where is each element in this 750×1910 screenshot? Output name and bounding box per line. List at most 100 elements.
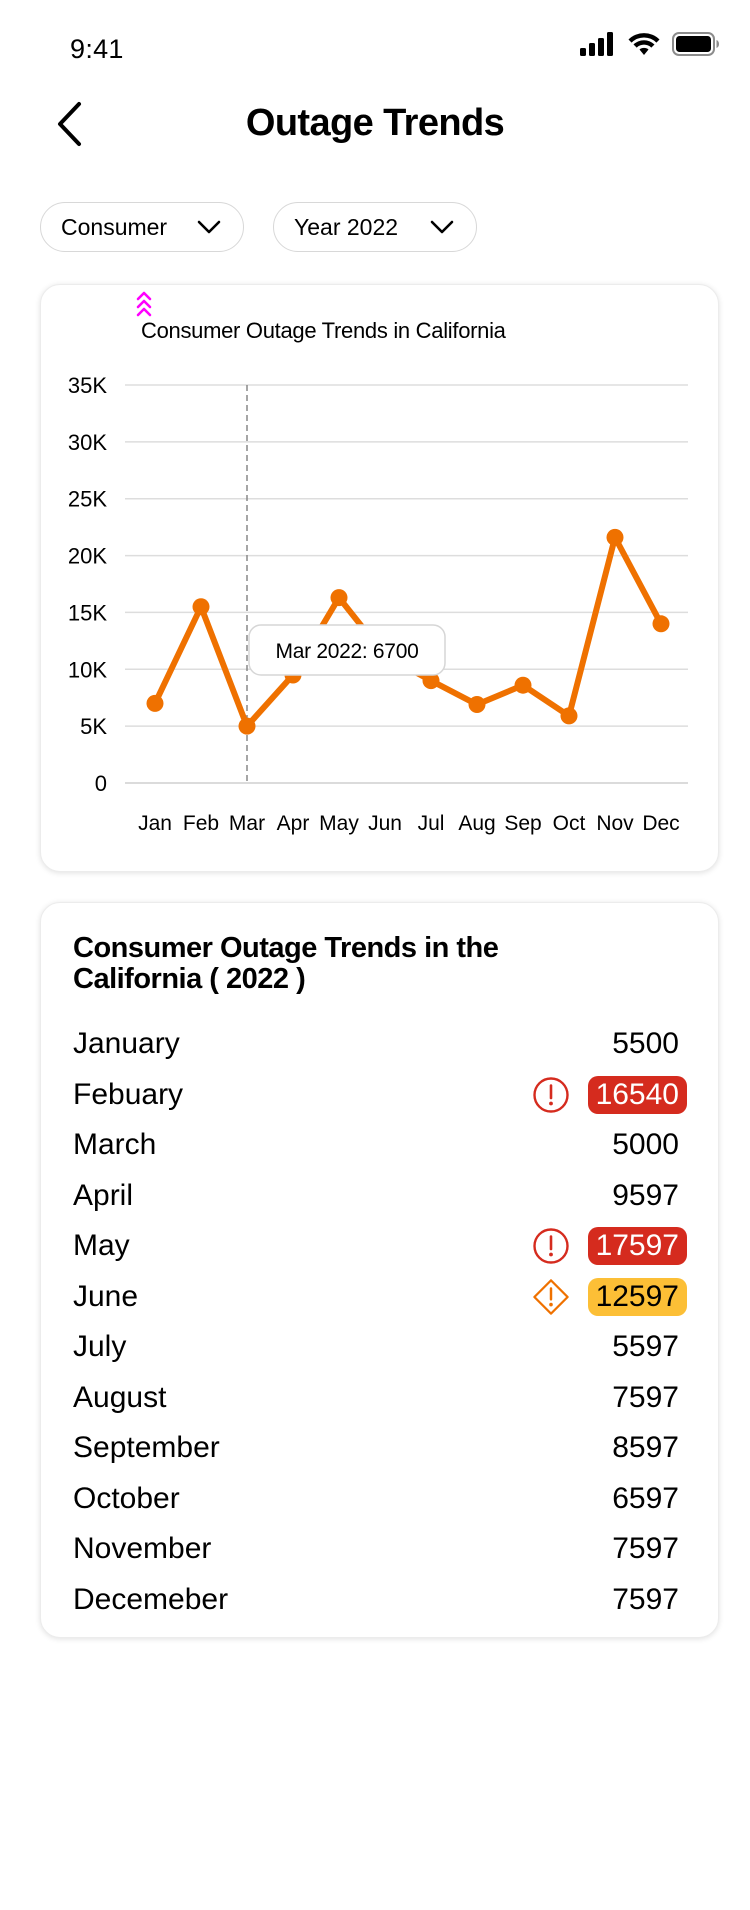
wifi-icon bbox=[628, 33, 660, 55]
data-point bbox=[468, 696, 486, 714]
row-value-group: 9597 bbox=[604, 1177, 687, 1215]
x-tick-label: Mar bbox=[229, 812, 265, 835]
status-icons bbox=[580, 32, 720, 56]
month-label: June bbox=[73, 1279, 139, 1313]
table-row[interactable]: July 5597 bbox=[73, 1322, 687, 1373]
tooltip-box bbox=[248, 624, 446, 676]
table-row[interactable]: November 7597 bbox=[73, 1524, 687, 1575]
table-row[interactable]: April 9597 bbox=[73, 1171, 687, 1222]
y-tick-label: 20K bbox=[68, 544, 107, 569]
data-point bbox=[238, 717, 256, 735]
table-title: Consumer Outage Trends in the California… bbox=[73, 932, 499, 995]
x-tick-label: Sep bbox=[504, 812, 541, 835]
x-tick-label: Dec bbox=[642, 812, 679, 835]
page-title: Outage Trends bbox=[245, 102, 505, 144]
tooltip-text: Mar 2022: 6700 bbox=[276, 640, 419, 663]
x-tick-label: Feb bbox=[183, 812, 219, 835]
month-label: August bbox=[73, 1380, 167, 1414]
chevron-left-icon bbox=[58, 102, 81, 146]
y-tick-label: 30K bbox=[68, 430, 107, 455]
data-point bbox=[652, 615, 670, 633]
year-label: Year 2022 bbox=[294, 213, 399, 240]
x-tick-label: Oct bbox=[553, 812, 586, 835]
data-point bbox=[422, 672, 440, 690]
chart-title: Consumer Outage Trends in California bbox=[141, 318, 507, 343]
outage-value: 7597 bbox=[612, 1582, 679, 1616]
outage-table-card: Consumer Outage Trends in the California… bbox=[40, 902, 719, 1638]
outage-value: 5597 bbox=[612, 1330, 679, 1364]
outage-value: 6597 bbox=[612, 1481, 679, 1515]
row-value-group: 12597 bbox=[532, 1277, 687, 1316]
row-value-group: 5597 bbox=[604, 1328, 687, 1366]
error-icon bbox=[532, 1227, 570, 1265]
chevron-down-icon bbox=[197, 220, 221, 234]
x-tick-label: Jul bbox=[418, 812, 445, 835]
data-point bbox=[560, 707, 578, 725]
month-label: July bbox=[73, 1330, 127, 1364]
table-row[interactable]: June 12597 bbox=[73, 1272, 687, 1323]
y-tick-label: 35K bbox=[68, 373, 107, 398]
table-row[interactable]: January 5500 bbox=[73, 1019, 687, 1070]
table-row[interactable]: May 17597 bbox=[73, 1221, 687, 1272]
month-label: October bbox=[73, 1481, 180, 1515]
row-value-group: 5000 bbox=[604, 1126, 687, 1164]
status-time: 9:41 bbox=[70, 34, 124, 64]
table-row[interactable]: March 5000 bbox=[73, 1120, 687, 1171]
y-tick-label: 5K bbox=[80, 714, 107, 739]
x-tick-label: Apr bbox=[277, 812, 310, 835]
outage-value: 16540 bbox=[587, 1075, 687, 1114]
error-icon bbox=[532, 1076, 570, 1114]
table-row[interactable]: September 8597 bbox=[73, 1423, 687, 1474]
row-value-group: 7597 bbox=[604, 1379, 687, 1417]
month-label: May bbox=[73, 1229, 130, 1263]
battery-icon bbox=[672, 32, 719, 56]
month-label: January bbox=[73, 1027, 180, 1061]
x-tick-label: Jan bbox=[138, 812, 172, 835]
y-tick-label: 15K bbox=[68, 600, 107, 625]
customer-type-label: Consumer bbox=[61, 213, 168, 240]
year-dropdown[interactable]: Year 2022 bbox=[273, 202, 477, 252]
row-value-group: 6597 bbox=[604, 1480, 687, 1518]
outage-value: 5500 bbox=[612, 1027, 679, 1061]
data-point bbox=[606, 528, 624, 546]
warning-icon bbox=[532, 1278, 570, 1316]
outage-value: 7597 bbox=[612, 1532, 679, 1566]
table-row[interactable]: Febuary 16540 bbox=[73, 1070, 687, 1121]
row-value-group: 17597 bbox=[532, 1227, 687, 1266]
month-label: November bbox=[73, 1532, 212, 1566]
signal-icon bbox=[580, 32, 613, 56]
back-button[interactable] bbox=[44, 96, 94, 152]
month-label: Decemeber bbox=[73, 1582, 229, 1616]
x-tick-label: Aug bbox=[458, 812, 495, 835]
row-value-group: 5500 bbox=[604, 1025, 687, 1063]
outage-value: 12597 bbox=[587, 1277, 687, 1316]
data-point bbox=[330, 589, 348, 607]
outage-value: 17597 bbox=[587, 1227, 687, 1266]
y-tick-label: 0 bbox=[95, 771, 107, 796]
month-label: March bbox=[73, 1128, 157, 1162]
outage-value: 8597 bbox=[612, 1431, 679, 1465]
table-row[interactable]: August 7597 bbox=[73, 1373, 687, 1424]
chevron-down-icon bbox=[430, 220, 454, 234]
data-point bbox=[514, 676, 532, 694]
month-label: April bbox=[73, 1178, 134, 1212]
table-row[interactable]: Decemeber 7597 bbox=[73, 1575, 687, 1626]
double-chevron-up-icon bbox=[136, 291, 152, 317]
row-value-group: 7597 bbox=[604, 1581, 687, 1619]
outage-value: 9597 bbox=[612, 1178, 679, 1212]
data-point bbox=[146, 694, 164, 712]
outage-value: 5000 bbox=[612, 1128, 679, 1162]
x-tick-label: Jun bbox=[368, 812, 402, 835]
outage-line-chart[interactable]: Consumer Outage Trends in California 0 5K 1… bbox=[41, 285, 720, 873]
chart-card: Consumer Outage Trends in California 0 5K 1… bbox=[40, 284, 719, 872]
customer-type-dropdown[interactable]: Consumer bbox=[40, 202, 244, 252]
y-tick-label: 10K bbox=[68, 657, 107, 682]
row-value-group: 8597 bbox=[604, 1429, 687, 1467]
outage-value: 7597 bbox=[612, 1380, 679, 1414]
status-bar: 9:41 bbox=[0, 0, 750, 96]
x-tick-label: May bbox=[319, 812, 359, 835]
y-tick-label: 25K bbox=[68, 487, 107, 512]
table-row[interactable]: October 6597 bbox=[73, 1474, 687, 1525]
row-value-group: 7597 bbox=[604, 1530, 687, 1568]
row-value-group: 16540 bbox=[532, 1075, 687, 1114]
